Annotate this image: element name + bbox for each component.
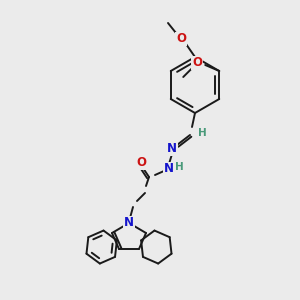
Text: N: N [124,217,134,230]
Text: O: O [176,32,186,46]
Text: H: H [198,128,206,138]
Text: H: H [175,162,183,172]
Text: O: O [136,157,146,169]
Text: N: N [167,142,177,155]
Text: N: N [164,163,174,176]
Text: O: O [192,56,202,70]
